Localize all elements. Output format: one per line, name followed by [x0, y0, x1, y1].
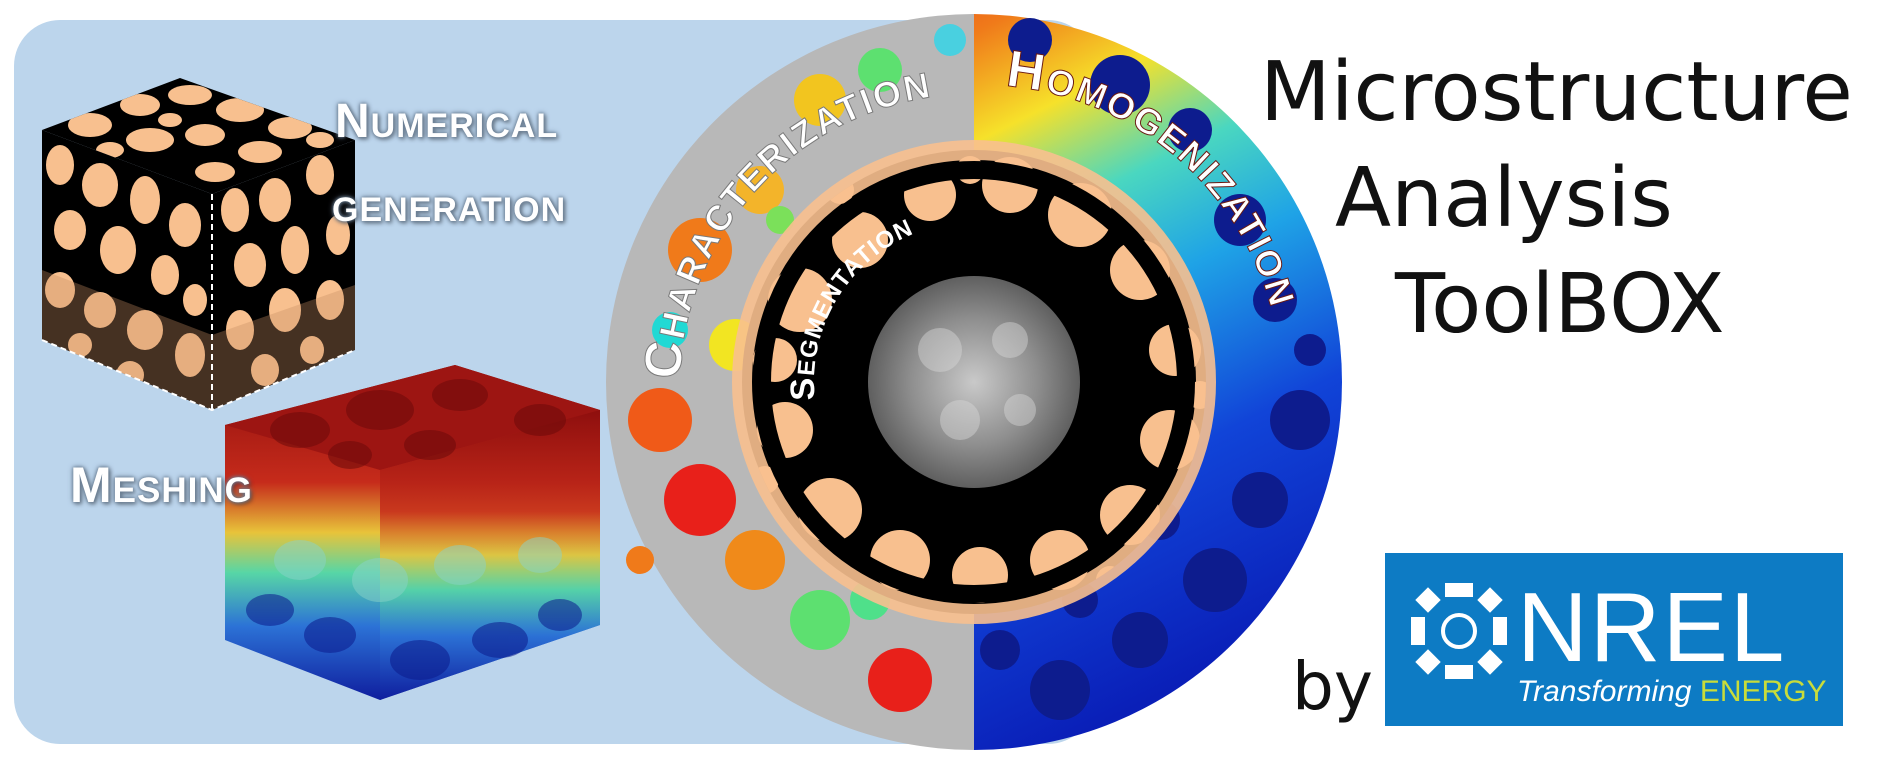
- nrel-logo: NREL Transforming ENERGY: [1385, 553, 1843, 726]
- numerical-label: Numerical: [335, 95, 559, 148]
- meshing-image: [225, 365, 600, 700]
- nrel-emblem-icon: [1411, 583, 1507, 679]
- title-line-3: ToolBOX: [1395, 257, 1725, 352]
- nrel-tagline: Transforming ENERGY: [1517, 675, 1827, 709]
- title-line-2: Analysis: [1335, 151, 1673, 246]
- meshing-label: Meshing: [70, 457, 253, 513]
- generation-label: generation: [332, 179, 567, 232]
- nrel-wordmark: NREL: [1517, 572, 1787, 682]
- nrel-tagline-energy: ENERGY: [1699, 675, 1827, 708]
- by-label: by: [1292, 648, 1373, 725]
- title-line-1: Microstructure: [1260, 45, 1853, 140]
- nrel-tagline-transforming: Transforming: [1517, 675, 1692, 708]
